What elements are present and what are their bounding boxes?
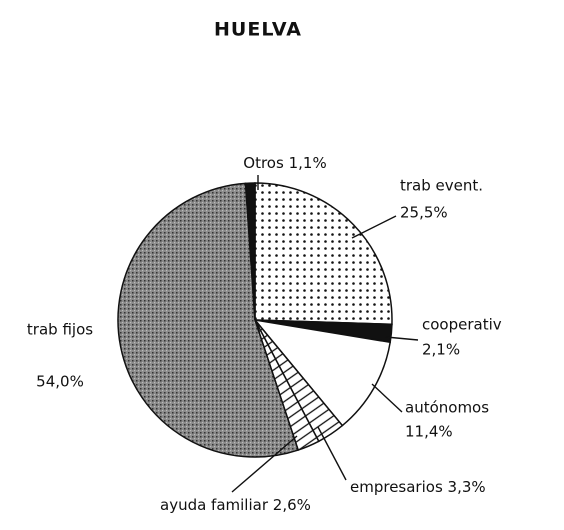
slice-name: trab fijos xyxy=(27,321,93,339)
leader-line xyxy=(371,383,403,413)
slice-name: Otros xyxy=(243,154,284,172)
leader-line xyxy=(385,336,419,341)
slice-name: cooperativ xyxy=(422,316,502,334)
slice-value: 3,3% xyxy=(448,478,486,496)
leader-line xyxy=(351,215,397,239)
slice-name: trab event. xyxy=(400,177,483,195)
leader-line xyxy=(317,426,347,481)
pie-slice xyxy=(244,182,256,321)
slice-value: 1,1% xyxy=(289,154,327,172)
labels: trab event. 25,5% cooperativ 2,1% autónomos 1… xyxy=(27,154,502,514)
slice-value: 2,1% xyxy=(422,341,460,359)
pie-slice xyxy=(117,182,300,458)
chart-title: HUELVA xyxy=(214,19,302,41)
leader-line xyxy=(231,435,298,493)
pie-slice xyxy=(254,182,393,326)
slice-value: 2,6% xyxy=(273,496,311,514)
slice-label: Otros 1,1% xyxy=(243,154,326,172)
slice-label: ayuda familiar 2,6% xyxy=(160,496,311,514)
slice-label: empresarios 3,3% xyxy=(350,478,486,496)
slice-name: autónomos xyxy=(405,399,489,417)
pie xyxy=(117,182,393,458)
slice-name: ayuda familiar xyxy=(160,496,269,514)
slice-name: empresarios xyxy=(350,478,443,496)
slice-value: 25,5% xyxy=(400,204,448,222)
pie-slice xyxy=(253,318,392,427)
slice-value: 54,0% xyxy=(36,373,84,391)
slice-value: 11,4% xyxy=(405,423,453,441)
